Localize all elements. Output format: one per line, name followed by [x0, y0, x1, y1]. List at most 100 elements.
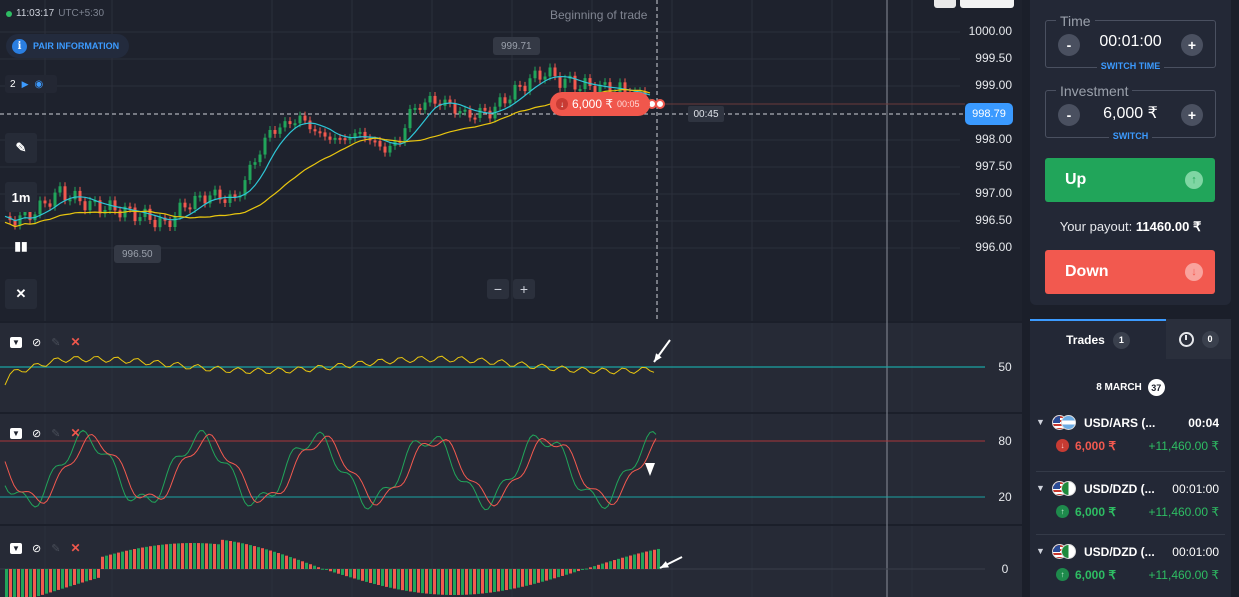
chart-count-selector[interactable]: 2 ▶ ◉: [5, 75, 57, 93]
candle-body: [338, 137, 342, 140]
chevron-down-icon[interactable]: ▼: [1036, 546, 1045, 556]
edit-indicator-icon[interactable]: ✎: [51, 542, 61, 555]
macd-bar: [193, 543, 196, 569]
candle-body: [498, 97, 502, 107]
macd-bar: [321, 568, 324, 570]
macd-bar: [257, 547, 260, 569]
chart-type-button[interactable]: ▮▮: [5, 231, 37, 261]
investment-minus-button[interactable]: -: [1058, 104, 1080, 126]
macd-bar: [181, 543, 184, 569]
candle-body: [43, 200, 47, 204]
open-trade-marker[interactable]: ↓ 6,000 ₹ 00:05: [550, 92, 650, 116]
investment-field[interactable]: Investment - 6,000 ₹ + SWITCH: [1045, 83, 1216, 141]
macd-bar: [577, 569, 580, 572]
candle-body: [133, 207, 137, 222]
macd-bar: [297, 559, 300, 569]
macd-bar: [221, 539, 224, 569]
arrow-down-icon: ↓: [556, 98, 568, 110]
indicator-controls-rsi: ▼ ⊘ ✎ ✕: [10, 335, 81, 349]
high-price-label: 999.71: [493, 37, 540, 55]
clock-icon: [1178, 331, 1194, 347]
macd-bar: [505, 569, 508, 591]
chevron-down-icon[interactable]: ▼: [10, 427, 22, 439]
drawing-pencil-button[interactable]: ✎: [5, 133, 37, 163]
chevron-down-icon[interactable]: ▼: [1036, 483, 1045, 493]
up-button[interactable]: Up ↑: [1045, 158, 1215, 202]
tab-history[interactable]: 0: [1166, 319, 1231, 359]
chart-canvas[interactable]: [0, 0, 1022, 597]
investment-label: Investment: [1056, 83, 1133, 99]
trade-payout: +11,460.00 ₹: [1148, 439, 1219, 453]
trade-payout: +11,460.00 ₹: [1148, 505, 1219, 519]
edit-indicator-icon[interactable]: ✎: [51, 427, 61, 440]
chevron-down-icon[interactable]: ▼: [1036, 417, 1045, 427]
remove-indicator-icon[interactable]: ✕: [70, 335, 81, 349]
macd-bar: [553, 569, 556, 579]
macd-bar: [209, 543, 212, 569]
investment-plus-button[interactable]: +: [1181, 104, 1203, 126]
candle-body: [303, 115, 307, 121]
date-header: 8 MARCH 37: [1030, 379, 1231, 396]
edit-indicator-icon[interactable]: ✎: [51, 336, 61, 349]
macd-bar: [581, 569, 584, 570]
macd-bar: [137, 548, 140, 569]
macd-bar: [217, 544, 220, 569]
macd-bar: [629, 555, 632, 569]
tab-trades[interactable]: Trades 1: [1030, 319, 1166, 359]
candle-body: [508, 99, 512, 104]
macd-bar: [201, 543, 204, 569]
candle-body: [18, 215, 22, 226]
annotation-arrowhead: [645, 463, 655, 476]
indicators-button[interactable]: ✕: [5, 279, 37, 309]
macd-bar: [153, 545, 156, 569]
price-axis-tick: 999.00: [975, 78, 1012, 92]
pair-information-button[interactable]: i PAIR INFORMATION: [6, 34, 130, 58]
price-axis-tick: 998.00: [975, 132, 1012, 146]
chevron-down-icon[interactable]: ▼: [10, 542, 22, 554]
zoom-in-button[interactable]: +: [513, 279, 535, 299]
time-field[interactable]: Time - 00:01:00 + SWITCH TIME: [1045, 13, 1216, 71]
hide-indicator-icon[interactable]: ⊘: [32, 336, 42, 349]
trade-item[interactable]: ▼ USD/ARS (... 00:04 ↓ 6,000 ₹ +11,460.00 ₹: [1030, 405, 1231, 467]
chart-count-value: 2: [10, 78, 16, 90]
macd-bar: [341, 569, 344, 575]
macd-bar: [165, 544, 168, 569]
candle-body: [468, 109, 472, 118]
candle-body: [423, 102, 427, 110]
remove-indicator-icon[interactable]: ✕: [70, 541, 81, 555]
switch-time-button[interactable]: SWITCH TIME: [1096, 61, 1165, 71]
eye-icon[interactable]: ◉: [34, 78, 44, 90]
time-value: 00:01:00: [1099, 33, 1162, 50]
server-clock: 11:03:17 UTC+5:30: [6, 8, 104, 19]
candle-body: [233, 194, 237, 198]
macd-bar: [57, 569, 60, 590]
trade-item[interactable]: ▼ USD/DZD (... 00:01:00 ↑ 6,000 ₹ +11,460.00 …: [1030, 534, 1231, 596]
hide-indicator-icon[interactable]: ⊘: [32, 427, 42, 440]
candle-body: [283, 121, 287, 128]
macd-bar: [13, 569, 16, 597]
macd-bar: [161, 544, 164, 569]
macd-bar: [373, 569, 376, 584]
macd-bar: [413, 569, 416, 593]
macd-bar: [97, 569, 100, 578]
timeframe-button[interactable]: 1m: [5, 182, 37, 212]
candle-body: [598, 84, 602, 96]
switch-investment-button[interactable]: SWITCH: [1108, 131, 1153, 141]
time-minus-button[interactable]: -: [1058, 34, 1080, 56]
online-status-dot: [6, 10, 12, 17]
chart-area[interactable]: 11:03:17 UTC+5:30 i PAIR INFORMATION 2 ▶…: [0, 0, 1022, 597]
down-button[interactable]: Down ↓: [1045, 250, 1215, 294]
macd-bar: [121, 551, 124, 569]
indicator-controls-macd: ▼ ⊘ ✎ ✕: [10, 541, 81, 555]
hide-indicator-icon[interactable]: ⊘: [32, 542, 42, 555]
trade-item[interactable]: ▼ USD/DZD (... 00:01:00 ↑ 6,000 ₹ +11,460.00 …: [1030, 471, 1231, 533]
candle-body: [288, 121, 292, 125]
candle-body: [353, 133, 357, 138]
time-plus-button[interactable]: +: [1181, 34, 1203, 56]
candle-body: [378, 140, 382, 147]
chevron-down-icon[interactable]: ▼: [10, 336, 22, 348]
macd-bar: [409, 569, 412, 592]
remove-indicator-icon[interactable]: ✕: [70, 426, 81, 440]
zoom-out-button[interactable]: −: [487, 279, 509, 299]
macd-bar: [445, 569, 448, 595]
